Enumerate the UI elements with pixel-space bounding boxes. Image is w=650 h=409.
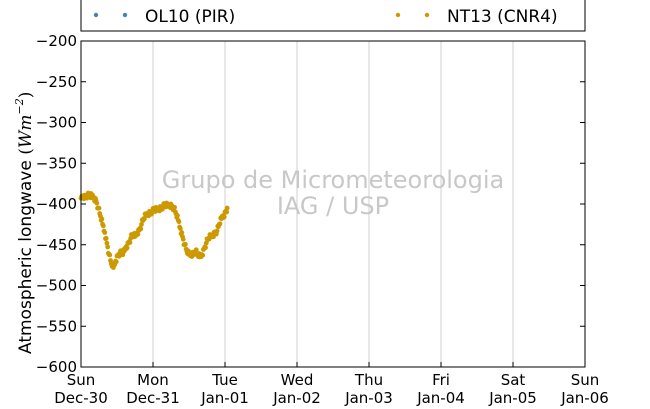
data-point [179,230,185,235]
data-point [99,216,105,222]
y-axis-label-text: Atmospheric longwave [16,160,36,354]
data-point [224,209,230,215]
y-axis-label: Atmospheric longwave (Wm−2) [13,92,36,354]
data-point [176,219,182,225]
data-point [221,214,227,220]
x-tick-label-day: Thu [354,371,383,389]
data-point [214,228,220,234]
x-tick-label-date: Jan-02 [272,389,321,407]
data-point [124,245,130,251]
data-point [104,240,110,246]
legend-marker-ol10 [122,12,128,18]
x-tick-label-day: Sun [67,371,96,389]
data-point [203,245,208,251]
legend: OL10 (PIR) NT13 (CNR4) [80,0,586,32]
data-point [177,226,183,231]
y-axis-label-unit: Wm [16,115,36,149]
data-point [217,221,223,227]
y-axis-label-exponent: −2 [13,98,26,114]
watermark-line2: IAG / USP [277,192,389,220]
x-tick-label-day: Wed [281,371,314,389]
data-point [100,223,106,229]
data-point [175,213,180,218]
y-tick-label: −500 [36,277,77,295]
y-tick-label: −400 [36,195,77,213]
data-points [78,190,230,270]
legend-marker-nt13 [395,12,401,18]
y-tick-label: −200 [36,32,77,50]
data-point [183,241,188,247]
data-point [102,230,108,235]
y-axis-label-paren-close: ) [16,92,36,99]
x-tick-label-date: Jan-01 [200,389,249,407]
data-point [139,221,144,227]
x-tick-label-date: Jan-05 [488,389,537,407]
x-tick-label-day: Mon [137,371,169,389]
data-point [193,247,199,253]
legend-marker-nt13 [424,12,430,18]
data-point [138,226,144,232]
x-tick-label-date: Dec-30 [54,389,108,407]
y-tick-label: −350 [36,154,77,172]
y-tick-label: −250 [36,73,77,91]
x-tick-label-day: Sat [501,371,526,389]
x-tick-label-day: Fri [432,371,450,389]
x-tick-label-date: Dec-31 [126,389,180,407]
data-point [105,244,111,250]
data-point [127,240,133,245]
data-point [180,236,186,242]
legend-box [80,0,586,32]
x-tick-label-date: Jan-04 [416,389,465,407]
watermark-line1: Grupo de Micrometeorologia [162,166,504,194]
data-point [224,205,230,211]
legend-label-ol10: OL10 (PIR) [145,7,235,27]
x-tick-label-date: Jan-03 [344,389,393,407]
data-point [113,259,119,265]
x-tick-label-date: Jan-06 [560,389,609,407]
legend-marker-ol10 [93,12,99,18]
y-axis-label-paren-open: ( [16,148,36,155]
y-axis-ticks: −600 −550 −500 −450 −400 −350 −300 −250 −200 [36,32,585,376]
legend-label-nt13: NT13 (CNR4) [447,7,558,27]
data-point [200,252,206,258]
y-tick-label: −450 [36,236,77,254]
x-tick-label-day: Tue [211,371,238,389]
data-point [96,205,102,211]
data-point [172,204,178,210]
x-tick-label-day: Sun [571,371,600,389]
y-tick-label: −300 [36,114,77,132]
x-axis-ticks: SunDec-30MonDec-31TueJan-01WedJan-02ThuJ… [54,362,609,407]
data-point [107,252,113,258]
data-point [135,231,141,237]
y-tick-label: −600 [36,358,77,376]
data-point [94,200,100,206]
grid-lines [152,41,514,367]
y-tick-label: −550 [36,317,77,335]
data-point [103,235,109,241]
